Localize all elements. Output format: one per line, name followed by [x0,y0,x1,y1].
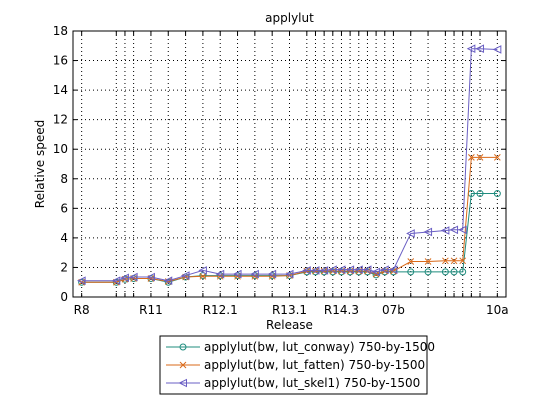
y-tick-label: 2 [60,260,68,274]
series-2-point [424,258,432,265]
series-3-point [423,227,433,237]
series-1-point [493,190,501,198]
series-3-point [215,269,225,279]
x-tick-label: R13.1 [272,303,307,317]
series-2-point [459,257,467,265]
series-3-point [354,265,363,274]
series-1-point [459,268,467,276]
x-tick-label: R12.1 [203,303,238,317]
series-1-point [407,268,415,276]
series-3-point [388,265,398,274]
y-tick-label: 6 [60,201,68,215]
series-2-point [407,258,415,265]
series-3-point [336,265,346,274]
series-3-point [198,266,207,275]
series-3-point [440,226,450,235]
series-2-point [442,257,449,265]
series-3-point [406,229,415,238]
series-3-point [302,266,311,275]
legend-entry-1: applylut(bw, lut_conway) 750-by-1500 [204,340,435,354]
x-tick-label: R14.3 [324,303,359,317]
legend-entry-3: applylut(bw, lut_skel1) 750-by-1500 [204,376,420,390]
series-3-point [111,276,121,286]
series-3-point [492,45,502,54]
legend-box [159,335,428,395]
series-2-point [476,153,484,161]
y-tick-label: 8 [60,172,68,186]
series-2-point [199,272,207,280]
series-3-point [163,276,173,286]
y-tick-label: 12 [53,113,68,127]
x-tick-label: 10a [486,303,509,317]
series-3-point [319,266,329,275]
legend-marker-1 [179,343,187,351]
y-tick-label: 16 [53,54,68,68]
y-tick-label: 0 [60,290,68,304]
x-axis-label: Release [266,318,313,332]
series-3-point [449,225,459,235]
x-tick-label: 07b [382,303,405,317]
series-3-point [380,265,389,274]
series-3-point [250,269,259,279]
series-3-point [466,44,476,54]
y-tick-label: 18 [53,24,68,38]
series-3-point [458,225,467,235]
series-3-point [129,272,138,282]
series-3-point [328,265,337,274]
series-2-point [450,257,458,265]
x-tick-label: R8 [74,303,90,317]
y-axis-label: Relative speed [33,120,47,208]
series-1-point [424,268,432,276]
legend-marker-2 [179,361,187,369]
series-3-point [232,269,242,279]
y-tick-label: 4 [60,231,68,245]
series-3-point [371,267,381,277]
series-2-point [468,153,475,161]
y-tick-label: 14 [53,83,68,97]
series-3-point [180,271,190,280]
series-3-point [362,265,372,274]
x-tick-label: R11 [139,303,163,317]
chart-title: applylut [265,11,314,25]
y-tick-label: 10 [53,142,68,156]
series-3-point [310,266,320,275]
series-2-point [493,153,501,161]
series-1-point [476,190,484,198]
series-3-point [146,272,155,282]
legend-marker-3 [178,378,187,388]
series-3-point [267,269,277,279]
series-line-2 [81,156,498,283]
series-3-point [345,265,355,274]
series-3-point [77,276,86,286]
series-1-point [450,268,458,276]
series-3-point [120,273,129,283]
series-3-point [284,269,294,279]
series-1-point [441,268,449,276]
series-3-point [475,44,485,54]
legend-entry-2: applylut(bw, lut_fatten) 750-by-1500 [204,358,425,372]
